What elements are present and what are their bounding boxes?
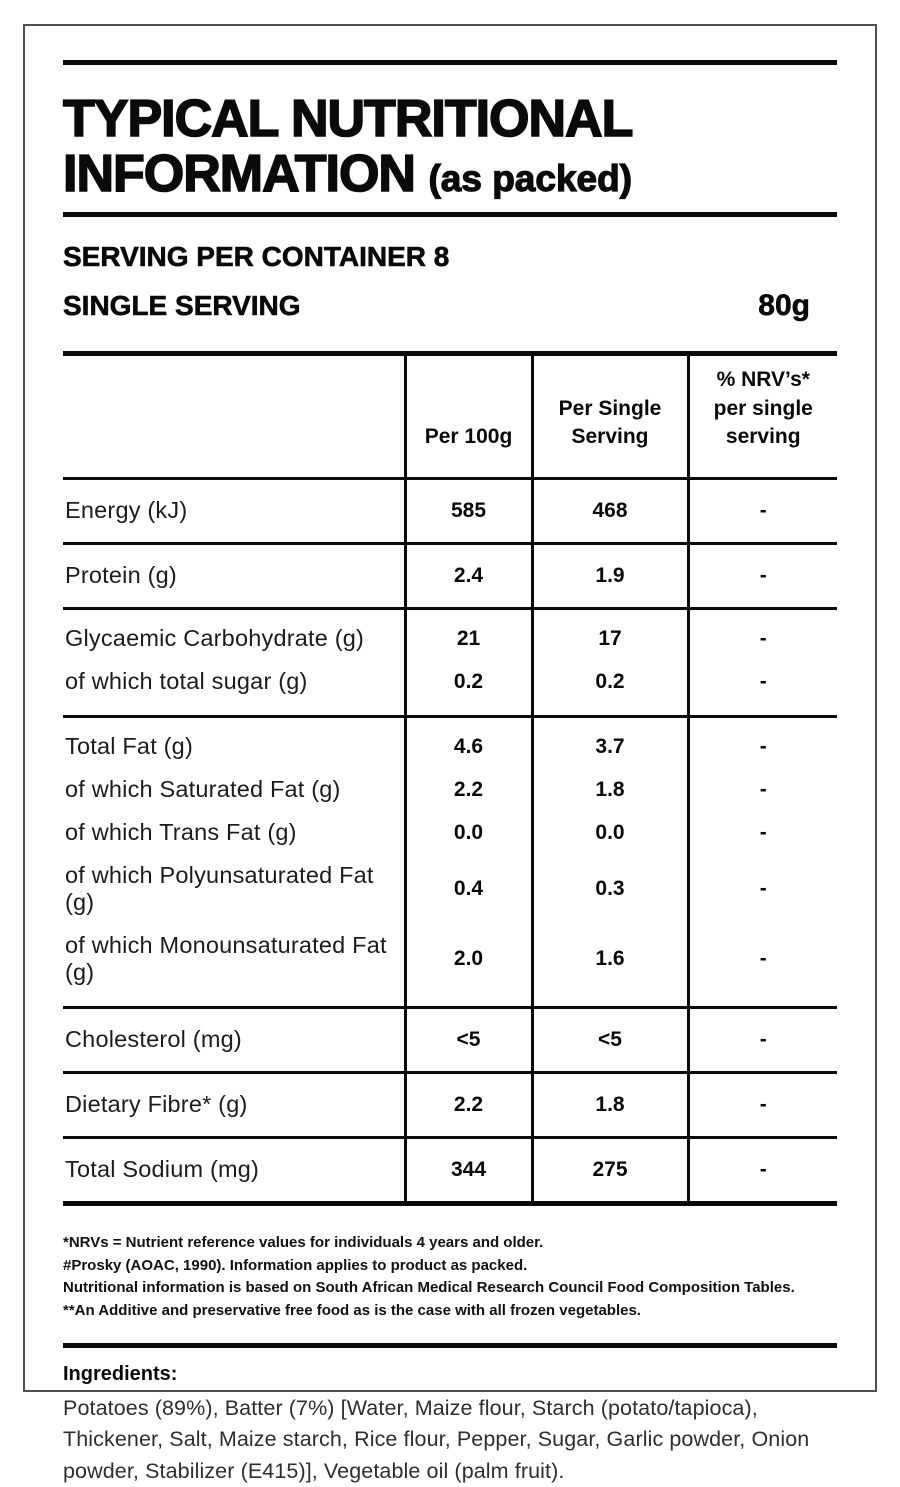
nutrient-label: Energy (kJ) [63, 477, 405, 544]
title-suffix: (as packed) [428, 158, 633, 200]
value-per-100g: 0.2 [403, 660, 532, 717]
ingredients-divider [63, 1343, 837, 1349]
nutrient-label: of which total sugar (g) [65, 668, 308, 695]
nutrition-label-panel: TYPICAL NUTRITIONAL INFORMATION (as pack… [23, 24, 877, 1483]
value-nrv: - [686, 854, 837, 925]
nutrient-label: of which Trans Fat (g) [65, 819, 297, 846]
value-per-serving: 1.8 [530, 1071, 688, 1138]
value-per-100g: 0.4 [403, 854, 532, 925]
footnote-prosky: #Prosky (AOAC, 1990). Information applie… [63, 1256, 528, 1274]
nutrient-row: Dietary Fibre* (g) 2.2 1.8- [63, 1071, 837, 1138]
per-serving-column-header: Per Single Serving [530, 353, 688, 481]
nutrient-row: of which Saturated Fat (g) 2.2 1.8- [63, 768, 837, 812]
value-nrv: - [686, 542, 837, 609]
value-nrv: - [686, 811, 837, 855]
nutrient-row: of which Polyunsaturated Fat (g) 0.4 0.3- [63, 854, 837, 925]
nutrient-label: of which Polyunsaturated Fat (g) [65, 862, 374, 916]
nutrient-label: of which Monounsaturated Fat (g) [65, 932, 387, 986]
nutrient-row: of which total sugar (g) 0.2 0.2- [63, 660, 837, 717]
nutrient-label: of which Saturated Fat (g) [65, 776, 341, 803]
top-divider [63, 60, 837, 65]
nutrient-row: Total Sodium (mg) 344 275- [63, 1136, 837, 1204]
nutrition-table-body: Energy (kJ) 585 468- Protein (g) 2.4 1.9- Glyc… [63, 477, 837, 1204]
nutrient-label: Cholesterol (mg) [63, 1006, 405, 1073]
ingredients-text: Potatoes (89%), Batter (7%) [Water, Maiz… [63, 1396, 810, 1483]
value-nrv: - [686, 1136, 837, 1204]
title-line-1: TYPICAL NUTRITIONAL [62, 90, 634, 148]
nutrient-label: Total Sodium (mg) [63, 1136, 405, 1204]
value-per-serving: 0.0 [530, 811, 688, 855]
nutrient-row: Protein (g) 2.4 1.9- [63, 542, 837, 609]
nutrient-row: Total Fat (g) 4.6 3.7- [63, 715, 837, 769]
value-nrv: - [686, 1071, 837, 1138]
value-nrv: - [686, 924, 837, 1008]
single-serving-row: SINGLE SERVING 80g [63, 289, 837, 323]
value-nrv: - [686, 660, 837, 717]
nutrition-table: Per 100g Per Single Serving % NRV’s* per… [63, 351, 837, 1207]
nutrition-table-header: Per 100g Per Single Serving % NRV’s* per… [63, 353, 837, 481]
value-per-100g: 2.2 [403, 1071, 532, 1138]
nutrient-row: Energy (kJ) 585 468- [63, 477, 837, 544]
header-divider [63, 212, 837, 218]
value-nrv: - [686, 477, 837, 544]
value-nrv: - [686, 715, 837, 769]
nutrient-row: of which Trans Fat (g) 0.0 0.0- [63, 811, 837, 855]
value-per-100g: 21 [403, 607, 532, 661]
per-100g-column-header: Per 100g [403, 353, 532, 481]
single-serving-size: 80g [758, 289, 810, 323]
nutrient-column-header [63, 353, 405, 481]
nutrient-row: Glycaemic Carbohydrate (g) 21 17- [63, 607, 837, 661]
value-nrv: - [686, 768, 837, 812]
header-row: Per 100g Per Single Serving % NRV’s* per… [63, 353, 837, 481]
value-per-serving: 468 [530, 477, 688, 544]
value-per-100g: 344 [403, 1136, 532, 1204]
footnote-nrv: *NRVs = Nutrient reference values for in… [63, 1234, 544, 1252]
value-per-serving: 0.2 [530, 660, 688, 717]
nutrient-row: of which Monounsaturated Fat (g) 2.0 1.6- [63, 924, 837, 1008]
nutrient-label: Glycaemic Carbohydrate (g) [63, 607, 405, 661]
servings-per-container: SERVING PER CONTAINER 8 [63, 241, 450, 273]
title-line-2: INFORMATION [62, 145, 417, 204]
value-per-serving: 17 [530, 607, 688, 661]
value-nrv: - [686, 1006, 837, 1073]
value-per-100g: 2.2 [403, 768, 532, 812]
nrv-column-header: % NRV’s* per single serving [686, 353, 837, 481]
value-per-100g: 2.4 [403, 542, 532, 609]
value-per-100g: 2.0 [403, 924, 532, 1008]
value-per-100g: 585 [403, 477, 532, 544]
nutrient-label: Total Fat (g) [63, 715, 405, 769]
value-per-serving: 1.6 [530, 924, 688, 1008]
value-nrv: - [686, 607, 837, 661]
footnote-source: Nutritional information is based on Sout… [63, 1279, 795, 1297]
value-per-100g: 0.0 [403, 811, 532, 855]
page-title: TYPICAL NUTRITIONAL INFORMATION (as pack… [62, 90, 837, 204]
value-per-serving: 275 [530, 1136, 688, 1204]
value-per-100g: 4.6 [403, 715, 532, 769]
footnotes: *NRVs = Nutrient reference values for in… [63, 1232, 837, 1322]
value-per-serving: <5 [530, 1006, 688, 1073]
value-per-serving: 1.8 [530, 768, 688, 812]
nutrient-row: Cholesterol (mg) <5 <5- [63, 1006, 837, 1073]
nutrient-label: Dietary Fibre* (g) [63, 1071, 405, 1138]
nutrient-label: Protein (g) [63, 542, 405, 609]
serving-info: SERVING PER CONTAINER 8 SINGLE SERVING 8… [63, 241, 837, 323]
value-per-serving: 0.3 [530, 854, 688, 925]
value-per-100g: <5 [403, 1006, 532, 1073]
value-per-serving: 1.9 [530, 542, 688, 609]
ingredients-heading: Ingredients: [63, 1363, 178, 1386]
value-per-serving: 3.7 [530, 715, 688, 769]
footnote-additive: **An Additive and preservative free food… [63, 1301, 641, 1319]
ingredients-section: Ingredients: Potatoes (89%), Batter (7%)… [63, 1363, 837, 1487]
single-serving-label: SINGLE SERVING [63, 290, 301, 322]
